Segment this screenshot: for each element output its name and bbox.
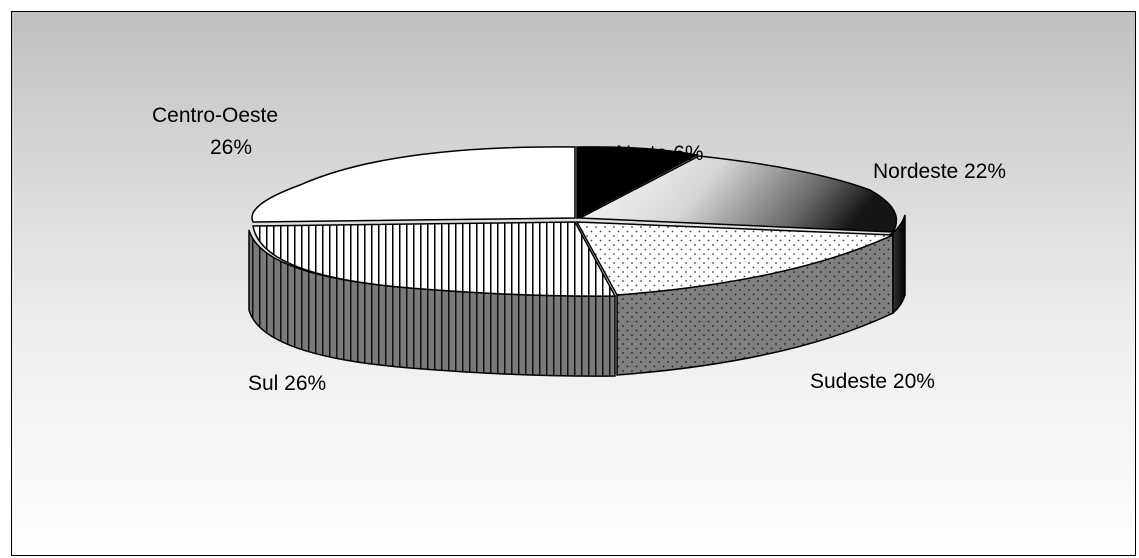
label-nordeste: Nordeste 22%	[873, 160, 1006, 183]
slice-norte	[576, 146, 700, 220]
slice-sul	[252, 221, 617, 297]
label-centro-oeste-value: 26%	[210, 136, 252, 159]
label-sudeste: Sudeste 20%	[810, 370, 935, 393]
pie-slices	[251, 146, 898, 297]
slice-labels: Norte 6% Nordeste 22% Sudeste 20% Sul 26…	[152, 104, 1006, 395]
slice-sudeste	[575, 221, 894, 296]
slice-side-nordeste	[892, 214, 906, 315]
slice-nordeste	[577, 155, 898, 233]
label-sul: Sul 26%	[248, 372, 326, 395]
label-norte: Norte 6%	[616, 142, 704, 165]
slice-centro-oeste	[251, 146, 576, 223]
label-centro-oeste-name: Centro-Oeste	[152, 104, 278, 127]
